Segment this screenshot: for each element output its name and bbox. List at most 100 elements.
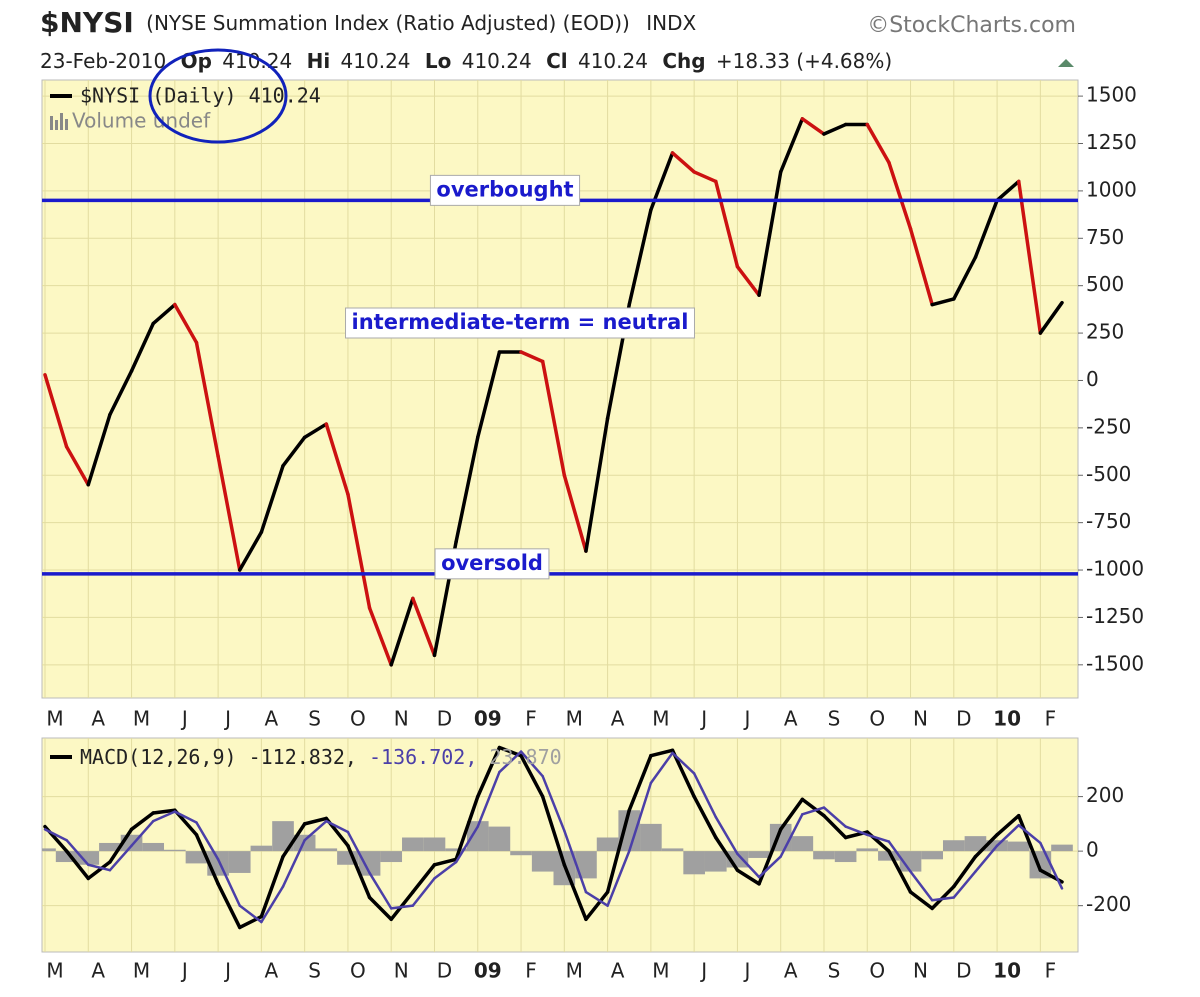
line-segment <box>237 530 264 572</box>
x-tick-label: J <box>223 959 231 983</box>
y-tick-label: -250 <box>1086 414 1131 438</box>
line-segment <box>800 117 826 136</box>
highlight-circle <box>148 48 288 144</box>
line-segment <box>454 794 480 862</box>
header-title: $NYSI (NYSE Summation Index (Ratio Adjus… <box>40 6 696 39</box>
line-segment <box>692 794 718 840</box>
histogram-bar <box>423 837 446 852</box>
line-segment <box>540 359 567 478</box>
source: ©StockCharts.com <box>867 13 1076 38</box>
line-segment <box>302 816 329 826</box>
line-segment <box>367 606 393 667</box>
x-tick-label: J <box>742 707 750 731</box>
x-tick-label: M <box>133 707 150 731</box>
histogram-bar <box>142 842 165 852</box>
line-segment <box>346 830 371 875</box>
y-tick-label: 1000 <box>1086 177 1137 201</box>
y-tick-label: 250 <box>1086 320 1124 344</box>
line-segment <box>519 350 545 364</box>
line-segment <box>64 849 91 881</box>
line-segment <box>130 819 155 847</box>
histogram-bar <box>704 851 727 872</box>
x-tick-label: F <box>525 959 537 983</box>
change-label: Chg <box>662 49 705 73</box>
line-segment <box>216 882 242 930</box>
x-tick-label: J <box>742 959 750 983</box>
volume-label: Volume undef <box>72 109 211 133</box>
x-tick-label: M <box>566 707 583 731</box>
line-segment <box>108 369 134 417</box>
histogram-bar <box>683 851 705 875</box>
line-segment <box>476 770 501 828</box>
y-tick-label: -1500 <box>1086 651 1144 675</box>
line-segment <box>108 827 134 864</box>
line-segment <box>476 350 502 440</box>
y-tick-label: 500 <box>1086 272 1124 296</box>
legend-entry: $NYSI (Daily) 410.24 <box>80 84 321 108</box>
x-tick-label: N <box>913 707 928 731</box>
line-segment <box>411 596 437 658</box>
x-tick-label: O <box>869 707 885 731</box>
line-segment <box>454 435 480 544</box>
line-segment <box>822 122 848 136</box>
line-segment <box>411 863 437 894</box>
histogram-bar <box>640 823 662 852</box>
line-segment <box>909 870 934 902</box>
reference-label: oversold <box>441 551 543 575</box>
line-segment <box>194 340 220 459</box>
line-segment <box>562 473 588 553</box>
line-segment <box>43 373 69 449</box>
line-segment <box>584 416 610 553</box>
line-segment <box>671 751 696 775</box>
line-segment <box>1016 179 1043 335</box>
x-tick-label: D <box>437 959 452 983</box>
line-segment <box>779 813 804 858</box>
line-segment <box>952 870 977 899</box>
x-tick-label: 09 <box>474 959 502 983</box>
line-segment <box>389 904 415 910</box>
quote-line: 23-Feb-2010 Op 410.24 Hi 410.24 Lo 410.2… <box>40 49 892 73</box>
line-segment <box>86 860 112 881</box>
histogram-bar <box>878 851 900 861</box>
histogram-bar <box>531 851 554 872</box>
x-tick-label: M <box>133 959 150 983</box>
line-segment <box>281 822 307 859</box>
x-tick-label: J <box>699 707 707 731</box>
line-segment <box>281 435 307 468</box>
histogram-bar <box>813 851 835 860</box>
symbol: $NYSI <box>40 6 134 39</box>
y-tick-label: 0 <box>1086 838 1099 862</box>
line-segment <box>238 904 263 924</box>
line-segment <box>151 302 177 326</box>
line-segment <box>887 849 913 894</box>
line-segment <box>605 808 631 894</box>
line-segment <box>778 117 805 174</box>
line-segment <box>714 815 739 856</box>
line-segment <box>736 852 761 879</box>
line-segment <box>411 877 436 907</box>
y-tick-label: -200 <box>1086 892 1131 916</box>
close: 410.24 <box>578 49 648 73</box>
line-segment <box>800 797 826 818</box>
line-segment <box>64 445 91 487</box>
x-tick-label: 10 <box>993 959 1021 983</box>
line-segment <box>649 748 675 758</box>
reference-label: overbought <box>436 177 573 201</box>
line-segment <box>519 753 545 799</box>
line-segment <box>1016 813 1043 872</box>
line-segment <box>173 810 198 824</box>
line-segment <box>281 838 306 888</box>
x-tick-label: S <box>308 959 321 983</box>
histogram-bar <box>99 842 121 852</box>
histogram-bar <box>250 845 273 852</box>
x-tick-label: J <box>180 707 188 731</box>
x-tick-label: A <box>784 707 798 731</box>
line-segment <box>1017 823 1042 845</box>
line-segment <box>433 860 458 880</box>
x-tick-label: 10 <box>993 707 1021 731</box>
x-tick-label: M <box>652 707 669 731</box>
x-tick-label: A <box>91 707 105 731</box>
line-segment <box>822 806 847 828</box>
x-tick-label: J <box>699 959 707 983</box>
line-segment <box>801 806 826 816</box>
